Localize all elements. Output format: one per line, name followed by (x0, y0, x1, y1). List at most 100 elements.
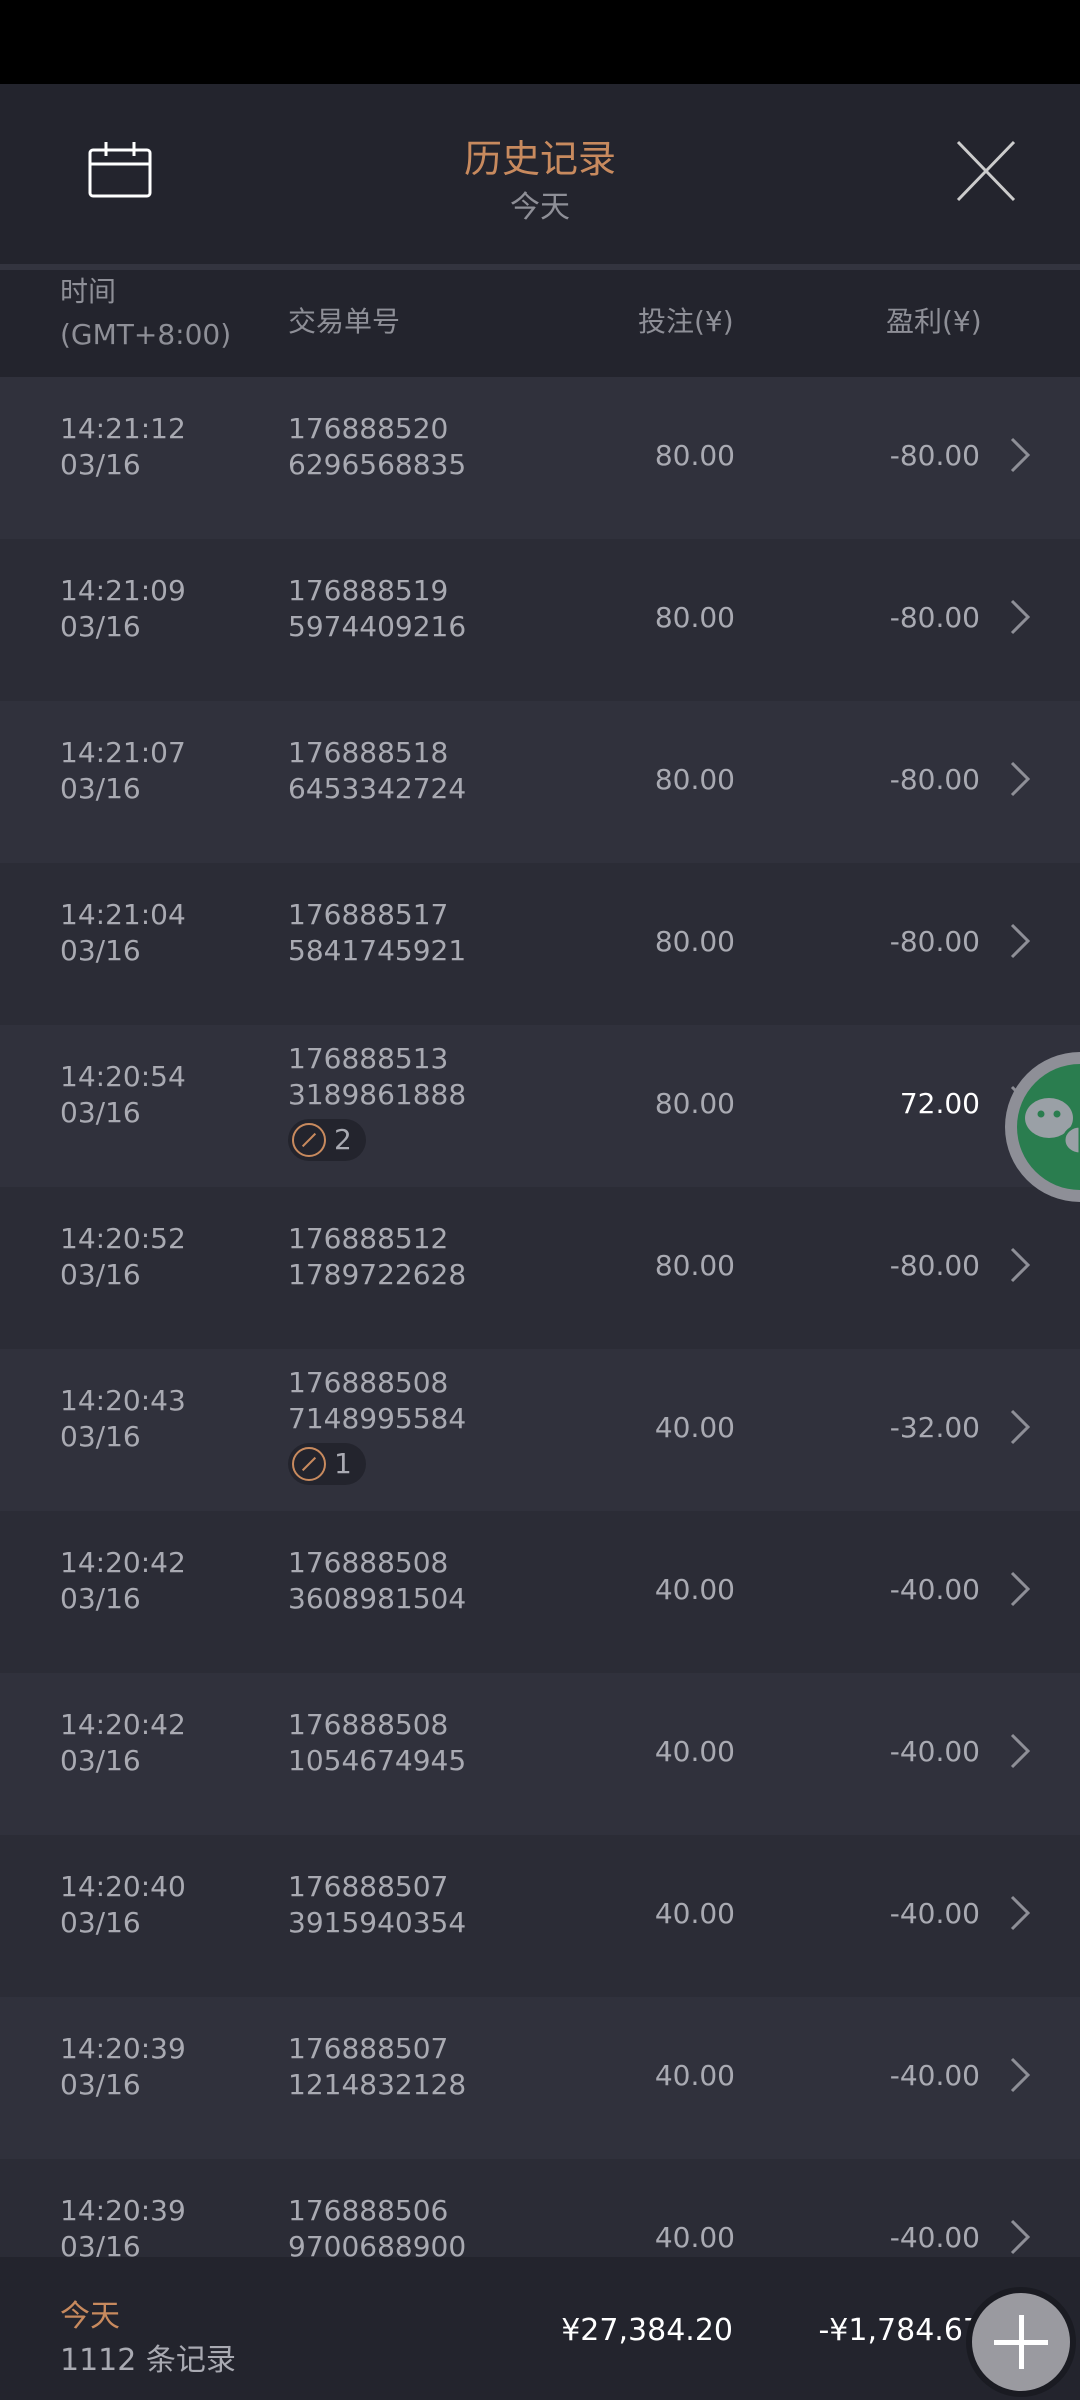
table-row[interactable]: 14:21:09 03/16 176888519 5974409216 80.00 … (0, 539, 1080, 701)
bet-amount: 80.00 (654, 763, 735, 796)
time: 14:20:42 (60, 1708, 186, 1741)
table-row[interactable]: 14:20:40 03/16 176888507 3915940354 40.00 … (0, 1835, 1080, 1997)
bet-amount: 80.00 (654, 1087, 735, 1120)
row-time: 14:20:42 03/16 (60, 1545, 186, 1617)
profit-amount: -40.00 (889, 1897, 980, 1930)
order-id-part1: 176888507 (288, 2032, 449, 2065)
order-id-part2: 6296568835 (288, 448, 467, 481)
profit-amount: -80.00 (889, 601, 980, 634)
profit-amount: -40.00 (889, 1573, 980, 1606)
order-id-part1: 176888517 (288, 898, 449, 931)
time: 14:20:42 (60, 1546, 186, 1579)
row-time: 14:20:42 03/16 (60, 1707, 186, 1779)
bet-amount: 40.00 (654, 1735, 735, 1768)
table-row[interactable]: 14:21:12 03/16 176888520 6296568835 80.00 … (0, 377, 1080, 539)
date: 03/16 (60, 1258, 141, 1291)
order-id-part2: 1214832128 (288, 2068, 467, 2101)
date: 03/16 (60, 1906, 141, 1939)
chevron-right-icon (1010, 2219, 1030, 2255)
date: 03/16 (60, 610, 141, 643)
chevron-right-icon (1010, 1895, 1030, 1931)
row-order: 176888508 1054674945 (288, 1707, 466, 1779)
chevron-right-icon (1010, 1247, 1030, 1283)
date: 03/16 (60, 2068, 141, 2101)
time: 14:20:43 (60, 1384, 186, 1417)
table-row[interactable]: 14:20:39 03/16 176888507 1214832128 40.00 … (0, 1997, 1080, 2159)
time: 14:20:39 (60, 2032, 186, 2065)
date: 03/16 (60, 1582, 141, 1615)
chevron-right-icon (1010, 923, 1030, 959)
plus-icon[interactable] (966, 2287, 1076, 2397)
col-timezone: (GMT+8:00) (60, 318, 232, 351)
chevron-right-icon (1010, 1409, 1030, 1445)
bet-amount: 80.00 (654, 1249, 735, 1282)
order-id-part1: 176888508 (288, 1708, 449, 1741)
combo-badge: 2 (288, 1119, 366, 1161)
profit-amount: -40.00 (889, 2221, 980, 2254)
order-id-part1: 176888508 (288, 1366, 449, 1399)
row-order: 176888520 6296568835 (288, 411, 466, 483)
bet-amount: 80.00 (654, 601, 735, 634)
order-id-part2: 3189861888 (288, 1078, 467, 1111)
order-id-part2: 6453342724 (288, 772, 467, 805)
col-profit: 盈利(¥) (886, 305, 982, 338)
chevron-right-icon (1010, 1571, 1030, 1607)
collapse-arrows-icon (292, 1123, 326, 1157)
row-time: 14:21:07 03/16 (60, 735, 186, 807)
chevron-right-icon (1010, 2057, 1030, 2093)
date-filter-label[interactable]: 今天 (510, 190, 570, 225)
record-list: 14:21:12 03/16 176888520 6296568835 80.00 … (0, 377, 1080, 2321)
table-row[interactable]: 14:20:42 03/16 176888508 3608981504 40.00 … (0, 1511, 1080, 1673)
table-row[interactable]: 14:21:07 03/16 176888518 6453342724 80.00 … (0, 701, 1080, 863)
calendar-icon[interactable] (88, 142, 152, 198)
row-order: 176888508 7148995584 1 (288, 1365, 466, 1490)
row-time: 14:20:40 03/16 (60, 1869, 186, 1941)
divider (0, 264, 1080, 270)
row-order: 176888512 1789722628 (288, 1221, 466, 1293)
table-row[interactable]: 14:20:42 03/16 176888508 1054674945 40.00 … (0, 1673, 1080, 1835)
chevron-right-icon (1010, 761, 1030, 797)
time: 14:20:54 (60, 1060, 186, 1093)
order-id-part1: 176888520 (288, 412, 449, 445)
bet-amount: 80.00 (654, 439, 735, 472)
badge-count: 1 (334, 1447, 352, 1480)
summary-footer: 今天 1112 条记录 ¥27,384.20 -¥1,784.67 (0, 2257, 1080, 2400)
bet-amount: 40.00 (654, 1573, 735, 1606)
row-time: 14:20:54 03/16 (60, 1059, 186, 1131)
order-id-part2: 3915940354 (288, 1906, 467, 1939)
date: 03/16 (60, 1744, 141, 1777)
row-time: 14:20:43 03/16 (60, 1383, 186, 1455)
table-row[interactable]: 14:20:43 03/16 176888508 7148995584 1 40.00… (0, 1349, 1080, 1511)
wechat-button[interactable] (1003, 1052, 1080, 1202)
row-order: 176888508 3608981504 (288, 1545, 466, 1617)
profit-amount: -40.00 (889, 2059, 980, 2092)
time: 14:21:09 (60, 574, 186, 607)
table-row[interactable]: 14:20:52 03/16 176888512 1789722628 80.00 … (0, 1187, 1080, 1349)
order-id-part1: 176888513 (288, 1042, 449, 1075)
row-order: 176888506 9700688900 (288, 2193, 466, 2265)
total-bet: ¥27,384.20 (561, 2313, 733, 2348)
bet-amount: 40.00 (654, 1897, 735, 1930)
table-row[interactable]: 14:21:04 03/16 176888517 5841745921 80.00 … (0, 863, 1080, 1025)
profit-amount: -80.00 (889, 439, 980, 472)
time: 14:21:07 (60, 736, 186, 769)
row-order: 176888517 5841745921 (288, 897, 466, 969)
order-id-part2: 5841745921 (288, 934, 467, 967)
profit-amount: -80.00 (889, 763, 980, 796)
row-time: 14:21:04 03/16 (60, 897, 186, 969)
bet-amount: 40.00 (654, 2221, 735, 2254)
order-id-part2: 7148995584 (288, 1402, 467, 1435)
col-bet: 投注(¥) (638, 305, 734, 338)
page-title: 历史记录 (463, 137, 616, 181)
chevron-right-icon (1010, 1733, 1030, 1769)
order-id-part1: 176888506 (288, 2194, 449, 2227)
close-icon[interactable] (956, 140, 1016, 202)
table-row[interactable]: 14:20:54 03/16 176888513 3189861888 2 80.00… (0, 1025, 1080, 1187)
row-order: 176888518 6453342724 (288, 735, 466, 807)
row-order: 176888507 1214832128 (288, 2031, 466, 2103)
order-id-part1: 176888512 (288, 1222, 449, 1255)
profit-amount: -32.00 (889, 1411, 980, 1444)
date: 03/16 (60, 448, 141, 481)
bet-amount: 80.00 (654, 925, 735, 958)
row-order: 176888507 3915940354 (288, 1869, 466, 1941)
